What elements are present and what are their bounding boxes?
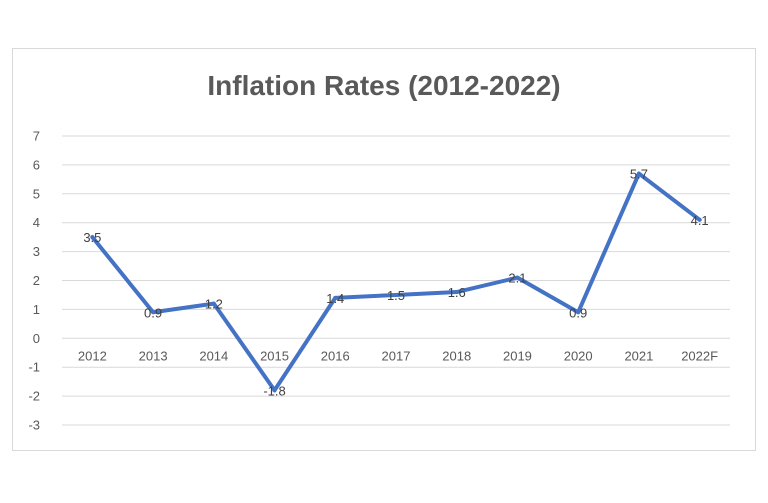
y-tick-label: -1 [28,360,40,375]
y-tick-label: 7 [33,129,40,144]
data-point [151,310,156,315]
data-label: 0.9 [569,305,587,320]
x-tick-label: 2020 [564,348,593,363]
data-label: 4.1 [691,213,709,228]
data-label: 5.7 [630,167,648,182]
data-point [394,292,398,297]
y-tick-label: -3 [28,418,40,433]
data-label: -1.8 [263,383,285,398]
data-point [90,235,95,240]
series-layer [90,171,702,393]
data-label: 1.4 [326,291,344,306]
data-point [272,388,277,393]
y-axis-ticks: 7 6 5 4 3 2 1 0 -1 -2 -3 [28,129,40,433]
data-label: 1.6 [448,285,466,300]
y-tick-label: 1 [33,302,40,317]
x-tick-label: 2016 [321,348,350,363]
data-label: 0.9 [144,305,162,320]
data-label: 3.5 [83,230,101,245]
x-tick-label: 2015 [260,348,289,363]
data-label: 1.2 [205,297,223,312]
x-tick-label: 2012 [78,348,107,363]
data-point [697,217,702,222]
x-tick-label: 2014 [199,348,228,363]
y-tick-label: 5 [33,186,40,201]
x-tick-label: 2017 [382,348,411,363]
x-axis-ticks: 2012 2013 2014 2015 2016 2017 2018 2019 2020 2021… [78,348,718,363]
data-point [454,290,459,295]
y-tick-label: 6 [33,157,40,172]
y-tick-label: -2 [28,389,40,404]
y-tick-label: 0 [33,331,40,346]
x-tick-label: 2021 [624,348,653,363]
chart-frame [12,48,756,451]
x-tick-label: 2019 [503,348,532,363]
data-point [576,310,581,315]
data-point [515,275,520,280]
data-label: 1.5 [387,288,405,303]
x-tick-label: 2013 [139,348,168,363]
data-point [211,301,216,306]
data-point [333,295,338,300]
data-label: 2.1 [508,271,526,286]
chart-title: Inflation Rates (2012-2022) [207,70,561,101]
y-tick-label: 4 [33,215,40,230]
x-tick-label: 2022F [681,348,718,363]
data-point [636,171,641,176]
y-tick-label: 2 [33,273,40,288]
data-labels: 3.5 0.9 1.2 -1.8 1.4 1.5 1.6 2.1 0.9 5.7 4.1 [83,167,708,399]
y-tick-label: 3 [33,244,40,259]
x-tick-label: 2018 [442,348,471,363]
